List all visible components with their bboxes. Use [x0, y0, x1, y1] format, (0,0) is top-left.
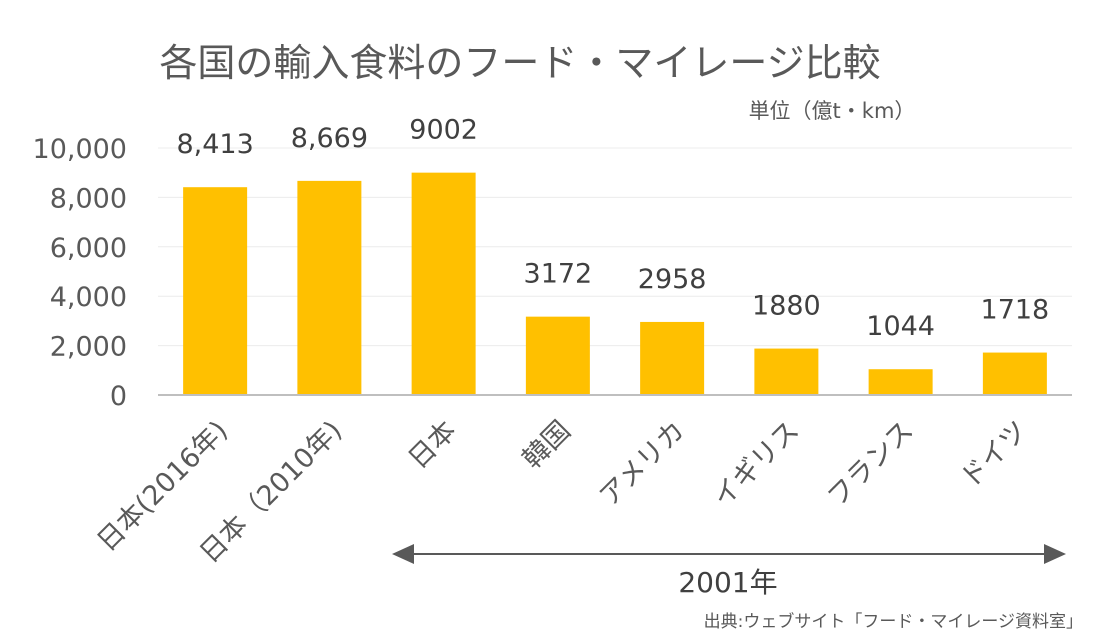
y-tick-label: 4,000 — [50, 282, 127, 313]
bar — [297, 180, 362, 395]
category-label: アメリカ — [594, 415, 691, 512]
category-labels: 日本(2016年)日本（2010年) 日本 韓国 アメリカ イギリス フランス ドイツ — [91, 415, 1033, 569]
data-label: 1880 — [752, 291, 821, 322]
chart-title: 各国の輸入食料のフード・マイレージ比較 — [159, 41, 880, 85]
bar — [868, 369, 933, 395]
category-label: フランス — [822, 415, 920, 513]
data-label: 8,669 — [291, 123, 368, 154]
data-label: 3172 — [524, 259, 593, 290]
source-note: 出典:ウェブサイト「フード・マイレージ資料室」 — [704, 611, 1083, 632]
data-label: 8,413 — [176, 129, 253, 160]
category-label: ドイツ — [955, 415, 1034, 494]
bar — [982, 352, 1047, 395]
bar — [525, 316, 590, 395]
data-label: 2958 — [638, 264, 707, 295]
data-label: 1044 — [866, 311, 935, 342]
y-tick-label: 10,000 — [33, 134, 127, 165]
range-label: 2001年 — [678, 566, 777, 599]
bar — [183, 187, 248, 395]
data-labels: 8,413 8,669 9002 3172 2958 1880 1044 1718 — [176, 115, 1049, 343]
bar — [640, 321, 705, 395]
y-axis-ticks: 0 2,000 4,000 6,000 8,000 10,000 — [33, 134, 127, 412]
bar — [754, 348, 819, 395]
unit-label: 単位（億t・km） — [749, 99, 916, 123]
y-tick-label: 6,000 — [50, 233, 127, 264]
category-label: イギリス — [707, 415, 805, 513]
bars — [183, 172, 1047, 395]
y-tick-label: 0 — [110, 381, 127, 412]
y-tick-label: 2,000 — [50, 332, 127, 363]
data-label: 1718 — [981, 295, 1050, 326]
y-tick-label: 8,000 — [50, 183, 127, 214]
bar — [411, 172, 476, 395]
category-label: 韓国 — [517, 415, 577, 475]
range-arrow — [392, 544, 1066, 564]
data-label: 9002 — [409, 115, 478, 146]
category-label: 日本 — [402, 415, 462, 475]
